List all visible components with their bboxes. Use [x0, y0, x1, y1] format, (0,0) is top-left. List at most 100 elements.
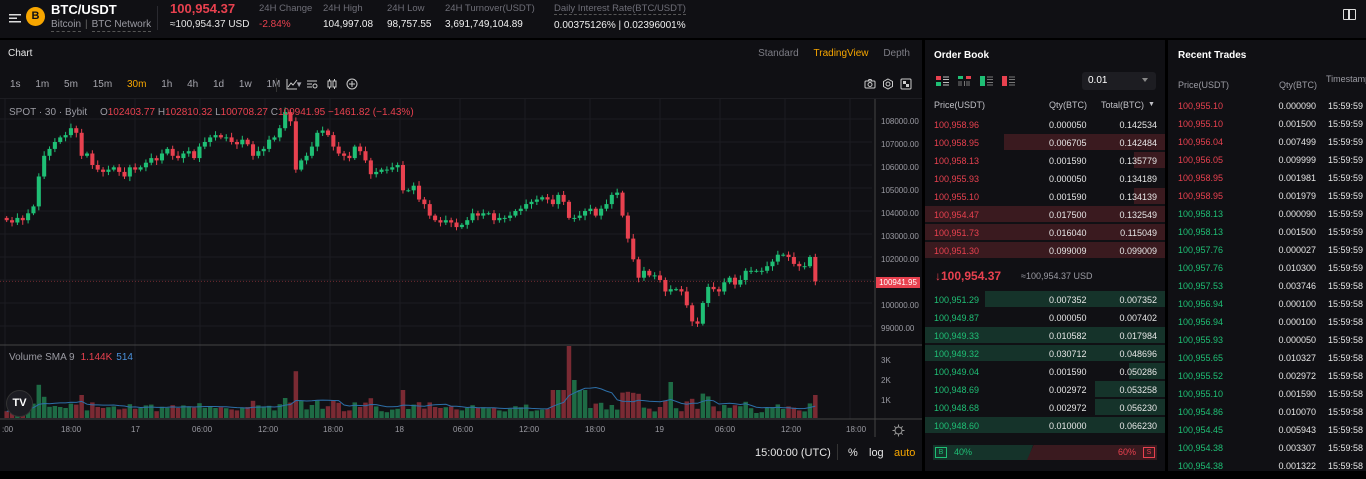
ask-row[interactable]: 100,951.73 0.016040 0.115049: [925, 224, 1165, 241]
axis-settings-icon[interactable]: [892, 424, 905, 437]
order-book-panel: Order Book 0.01 Price(USDT) Qty(BTC) Tot…: [925, 40, 1165, 471]
camera-icon[interactable]: [864, 78, 876, 90]
cell-total: 0.099009: [1119, 246, 1157, 256]
asks-only-mode-icon[interactable]: [1002, 76, 1015, 86]
utc-clock[interactable]: 15:00:00 (UTC): [755, 447, 831, 459]
bid-row[interactable]: 100,948.69 0.002972 0.053258: [925, 381, 1165, 398]
ask-row[interactable]: 100,955.10 0.001590 0.134139: [925, 188, 1165, 205]
time-tick: 12:00: [258, 425, 279, 434]
trade-row: 100,956.05 0.009999 15:59:59: [1168, 155, 1366, 173]
display-settings-icon[interactable]: [306, 78, 318, 90]
time-tick: 19: [655, 425, 664, 434]
indicators-icon[interactable]: [286, 78, 298, 90]
cell-price: 100,955.52: [1178, 371, 1224, 381]
coin-name[interactable]: Bitcoin: [51, 19, 82, 32]
bids-only-mode-icon[interactable]: [980, 76, 993, 86]
stat-value: -2.84%: [259, 19, 291, 30]
interval-4h[interactable]: 4h: [187, 79, 199, 90]
settings-icon[interactable]: [882, 78, 894, 90]
percent-scale-toggle[interactable]: %: [848, 447, 858, 459]
ask-row[interactable]: 100,955.93 0.000050 0.134189: [925, 170, 1165, 187]
bid-row[interactable]: 100,949.33 0.010582 0.017984: [925, 327, 1165, 344]
time-tick: 18:00: [61, 425, 82, 434]
cell-qty: 0.003746: [1278, 281, 1316, 291]
time-tick: 12:00: [519, 425, 540, 434]
bid-row[interactable]: 100,949.32 0.030712 0.048696: [925, 345, 1165, 362]
cell-qty: 0.002972: [1049, 403, 1087, 413]
network-name[interactable]: BTC Network: [91, 19, 152, 32]
price-chart[interactable]: SPOT · 30 · Bybit O102403.77 H102810.32 …: [0, 98, 922, 471]
interval-1w[interactable]: 1w: [238, 79, 252, 90]
tradingview-logo[interactable]: TV: [6, 390, 33, 417]
header-total[interactable]: Total(BTC): [1101, 100, 1145, 110]
ask-row[interactable]: 100,951.30 0.099009 0.099009: [925, 242, 1165, 259]
precision-value: 0.01: [1088, 75, 1108, 86]
both-sides-mode-icon[interactable]: [936, 76, 949, 86]
interval-15m[interactable]: 15m: [92, 79, 113, 90]
interval-1h[interactable]: 1h: [161, 79, 173, 90]
bid-row[interactable]: 100,949.04 0.001590 0.050286: [925, 363, 1165, 380]
depth-bar: [1095, 399, 1165, 415]
auto-scale-toggle[interactable]: auto: [894, 447, 916, 459]
cell-qty: 0.000050: [1049, 174, 1087, 184]
interval-selector: 1s 1m 5m 15m 30m 1h 4h 1d 1w 1M ▼: [10, 79, 315, 90]
bid-row[interactable]: 100,949.87 0.000050 0.007402: [925, 309, 1165, 326]
trade-row: 100,958.95 0.001981 15:59:59: [1168, 173, 1366, 191]
interval-1M[interactable]: 1M: [266, 79, 281, 90]
interval-1d[interactable]: 1d: [213, 79, 225, 90]
candle-type-icon[interactable]: [326, 78, 338, 90]
stat-label: 24H Low: [387, 3, 425, 14]
cell-qty: 0.001322: [1278, 461, 1316, 471]
ask-row[interactable]: 100,958.95 0.006705 0.142484: [925, 134, 1165, 151]
cell-price: 100,957.76: [1178, 245, 1224, 255]
trade-row: 100,954.38 0.001322 15:59:58: [1168, 461, 1366, 479]
interval-1m[interactable]: 1m: [35, 79, 50, 90]
cell-time: 15:59:59: [1327, 191, 1363, 201]
precision-select[interactable]: 0.01: [1082, 72, 1156, 90]
trade-row: 100,957.53 0.003746 15:59:58: [1168, 281, 1366, 299]
bid-row[interactable]: 100,948.60 0.010000 0.066230: [925, 417, 1165, 434]
pair-name[interactable]: BTC/USDT: [51, 2, 117, 17]
bid-row[interactable]: 100,948.68 0.002972 0.056230: [925, 399, 1165, 416]
cell-total: 0.007352: [1119, 295, 1157, 305]
ask-row[interactable]: 100,958.13 0.001590 0.135779: [925, 152, 1165, 169]
price-tick: 102000.00: [881, 255, 919, 264]
interval-more-caret-icon[interactable]: ▼: [295, 80, 304, 89]
volume-label: Volume SMA 9: [9, 352, 75, 363]
cell-price: 100,949.04: [934, 367, 980, 377]
log-scale-toggle[interactable]: log: [869, 447, 884, 459]
columns-mode-icon[interactable]: [958, 76, 971, 86]
cell-qty: 0.001500: [1278, 227, 1316, 237]
chevron-down-icon: [1142, 78, 1148, 82]
sort-caret-icon[interactable]: ▼: [1148, 101, 1155, 108]
fullscreen-icon[interactable]: [900, 78, 912, 90]
trade-row: 100,955.10 0.001590 15:59:58: [1168, 389, 1366, 407]
stat-interest-rate[interactable]: Daily Interest Rate(BTC/USDT) 0.00375126%…: [554, 3, 686, 31]
cell-price: 100,956.94: [1178, 317, 1224, 327]
trade-row: 100,955.10 0.001500 15:59:59: [1168, 119, 1366, 137]
ask-row[interactable]: 100,958.96 0.000050 0.142534: [925, 116, 1165, 133]
stat-value: 98,757.55: [387, 19, 432, 30]
layout-toggle-icon[interactable]: [1343, 9, 1356, 20]
cell-price: 100,955.10: [1178, 119, 1224, 129]
interval-5m[interactable]: 5m: [64, 79, 78, 90]
cell-time: 15:59:59: [1327, 263, 1363, 273]
trade-row: 100,955.93 0.000050 15:59:58: [1168, 335, 1366, 353]
tab-standard[interactable]: Standard: [758, 48, 799, 59]
add-icon[interactable]: [346, 78, 358, 90]
interval-1s[interactable]: 1s: [10, 79, 21, 90]
interval-30m[interactable]: 30m: [126, 79, 147, 90]
cell-qty: 0.000050: [1049, 120, 1087, 130]
symbol-label: SPOT · 30 · Bybit: [9, 107, 88, 118]
cell-time: 15:59:58: [1327, 281, 1363, 291]
menu-icon[interactable]: [8, 11, 22, 25]
trade-row: 100,955.10 0.000090 15:59:59: [1168, 101, 1366, 119]
cell-price: 100,955.65: [1178, 353, 1224, 363]
tab-tradingview[interactable]: TradingView: [813, 48, 869, 59]
ask-row[interactable]: 100,954.47 0.017500 0.132549: [925, 206, 1165, 223]
cell-price: 100,954.38: [1178, 461, 1224, 471]
tab-depth[interactable]: Depth: [883, 48, 910, 59]
bid-row[interactable]: 100,951.29 0.007352 0.007352: [925, 291, 1165, 308]
close-label: C: [270, 107, 278, 118]
candlestick-plot[interactable]: [0, 99, 922, 437]
